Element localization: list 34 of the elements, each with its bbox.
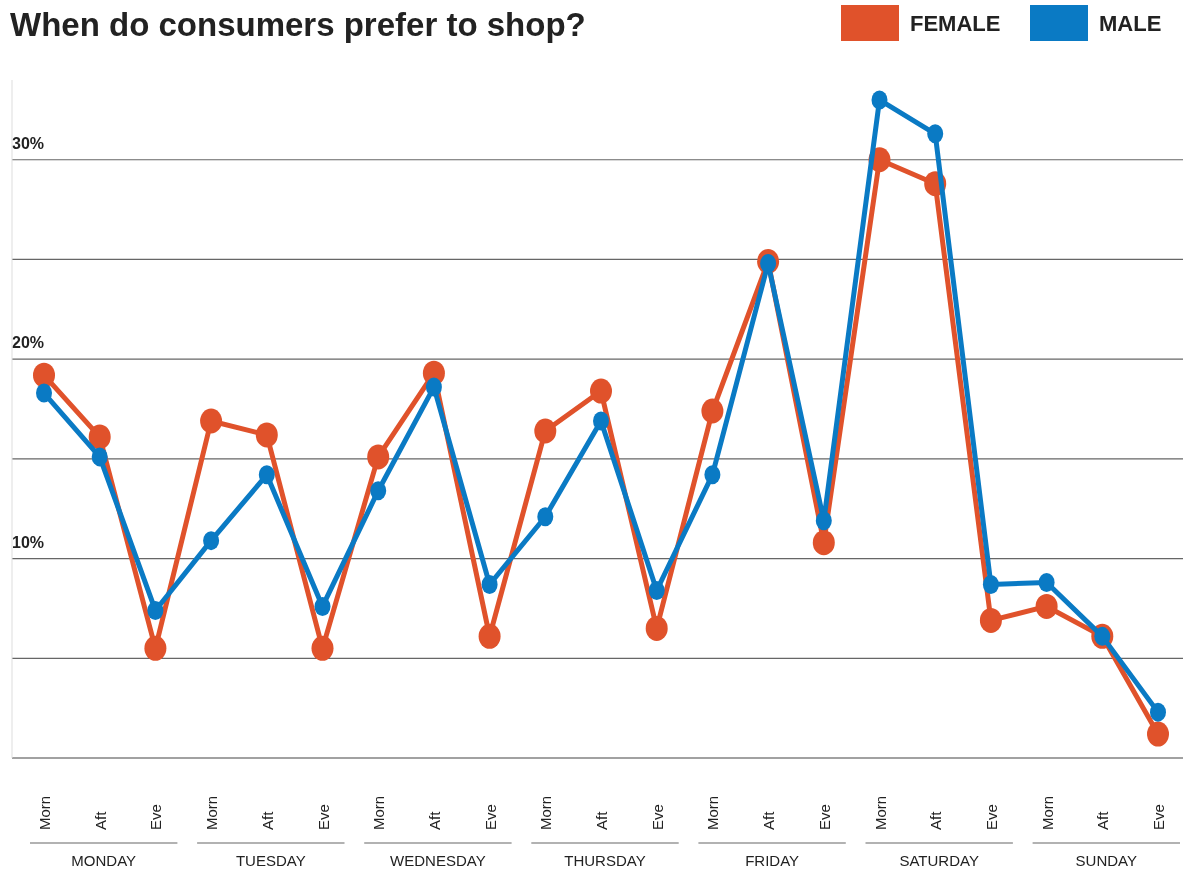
x-tick-label: Aft (927, 810, 945, 830)
y-tick-label: 30% (12, 134, 45, 152)
chart-title: When do consumers prefer to shop? (10, 6, 586, 43)
x-tick-label: Aft (593, 810, 610, 830)
y-tick-label: 20% (12, 334, 45, 352)
x-tick-label: Morn (370, 795, 388, 830)
y-tick-label: 10% (12, 533, 45, 551)
legend-label: FEMALE (910, 11, 1001, 36)
x-tick-label: Eve (815, 804, 833, 830)
x-tick-label: Aft (760, 810, 778, 830)
x-tick-label: Morn (36, 795, 53, 830)
x-tick-label: Morn (537, 795, 555, 830)
x-tick-label: Eve (314, 804, 332, 830)
x-tick-label: Eve (648, 804, 666, 830)
text: WEDNESDAY (390, 852, 486, 869)
x-tick-label: Eve (1150, 804, 1167, 830)
x-tick-label: Aft (1094, 810, 1112, 830)
text: TUESDAY (235, 852, 306, 869)
x-tick-label: Morn (203, 795, 221, 830)
legend-label: MALE (1099, 11, 1162, 36)
text: FRIDAY (745, 852, 800, 869)
text: SATURDAY (899, 852, 979, 869)
x-tick-label: Morn (704, 795, 722, 830)
x-tick-label: Aft (258, 810, 276, 830)
x-tick-label: Eve (481, 804, 499, 830)
x-tick-label: Eve (147, 804, 165, 830)
x-tick-label: Eve (982, 804, 1000, 830)
x-tick-label: Aft (425, 810, 443, 830)
x-tick-label: Morn (1038, 795, 1056, 830)
text: MONDAY (71, 852, 137, 869)
text: THURSDAY (564, 852, 646, 869)
x-tick-label: Morn (871, 795, 889, 830)
x-tick-label: Aft (91, 810, 109, 830)
text: SUNDAY (1075, 852, 1137, 869)
